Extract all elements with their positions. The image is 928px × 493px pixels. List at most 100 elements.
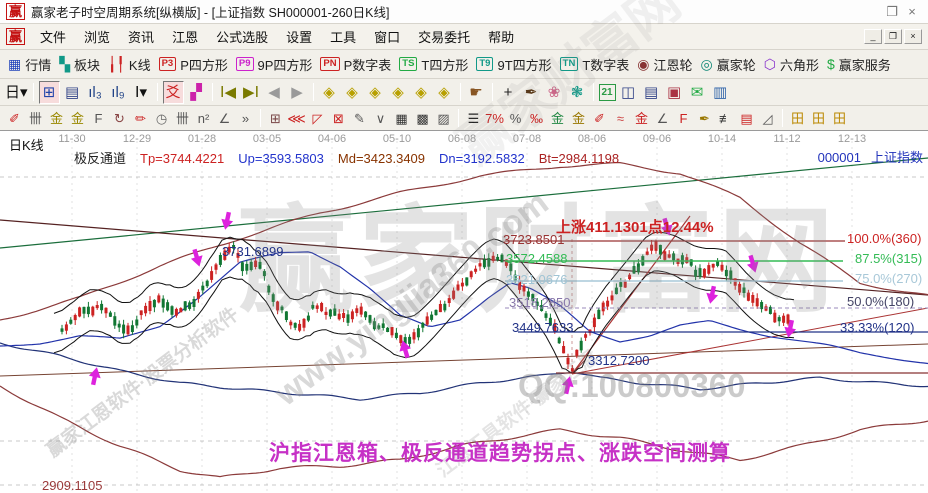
- date-tick: 07-08: [512, 133, 542, 145]
- angle-f-icon[interactable]: F: [679, 110, 688, 126]
- w-lines-icon[interactable]: ◿: [762, 110, 773, 126]
- gold-circle-icon[interactable]: 金: [550, 110, 564, 126]
- angle-ruler-icon[interactable]: ∠: [218, 110, 231, 126]
- minimize-button[interactable]: _: [864, 29, 882, 44]
- grid-yellow2-icon[interactable]: 田: [811, 110, 825, 126]
- grid-comb-icon[interactable]: 卌: [28, 110, 42, 126]
- notebook-icon[interactable]: ▤: [643, 83, 659, 101]
- calendar-21-icon[interactable]: 21: [598, 84, 616, 101]
- p-number-button[interactable]: PN P数字表: [320, 55, 391, 74]
- fan-lines-icon[interactable]: ⋘: [287, 110, 306, 126]
- list-black-icon[interactable]: ☰: [467, 110, 480, 126]
- t-square-button[interactable]: TS T四方形: [399, 55, 468, 74]
- quote-note-icon[interactable]: ▤: [64, 83, 80, 101]
- dark-grid-icon[interactable]: ▦: [395, 110, 408, 126]
- calculator-icon[interactable]: ◫: [620, 83, 636, 101]
- dark-grid2-icon[interactable]: ▩: [416, 110, 429, 126]
- brain-tool-icon[interactable]: ❃: [570, 83, 584, 101]
- menu-item[interactable]: 交易委托: [418, 30, 471, 45]
- menu-item[interactable]: 帮助: [488, 30, 515, 45]
- bars-9-icon[interactable]: ıl₉: [111, 83, 125, 101]
- quotes-button[interactable]: ▦ 行情: [8, 55, 51, 74]
- piano-keys-icon[interactable]: »: [241, 110, 250, 126]
- close-button[interactable]: ×: [904, 29, 922, 44]
- t-number-button[interactable]: TN T数字表: [559, 55, 629, 74]
- p9-square-button[interactable]: P9 9P四方形: [235, 55, 312, 74]
- prev-page-icon[interactable]: ◀: [268, 83, 280, 101]
- p-square-button[interactable]: P3 P四方形: [158, 55, 228, 74]
- menu-item[interactable]: 文件: [40, 30, 67, 45]
- hexagon-button[interactable]: ⬡ 六角形: [764, 55, 819, 74]
- brush-red-icon[interactable]: ✐: [9, 110, 20, 126]
- speed-lines-icon[interactable]: ≢: [719, 110, 732, 126]
- crosshair-icon[interactable]: +: [503, 83, 513, 101]
- menu-item[interactable]: 浏览: [84, 30, 111, 45]
- percent-7-icon[interactable]: 7%: [485, 110, 504, 126]
- hatch-icon[interactable]: ▨: [437, 110, 450, 126]
- spiral-icon[interactable]: ↻: [114, 110, 125, 126]
- sectors-button[interactable]: ▚ 板块: [59, 55, 100, 74]
- box-fan-icon[interactable]: ◸: [312, 110, 323, 126]
- percent-lines-icon[interactable]: ‰: [530, 110, 543, 126]
- brush3-icon[interactable]: ✐: [594, 110, 605, 126]
- grid-f-icon[interactable]: F: [94, 110, 103, 126]
- gold-box-icon[interactable]: 金: [634, 110, 648, 126]
- angle-j-icon[interactable]: ∠: [656, 110, 669, 126]
- t9-square-button[interactable]: T9 9T四方形: [476, 55, 552, 74]
- gold-pen-icon[interactable]: ✒: [699, 110, 710, 126]
- menu-item[interactable]: 设置: [286, 30, 313, 45]
- menu-item[interactable]: 工具: [330, 30, 357, 45]
- restore-button[interactable]: ❐: [884, 29, 902, 44]
- diamond-x-icon[interactable]: ◈: [392, 83, 404, 101]
- period-day-icon[interactable]: 日▾: [5, 83, 28, 101]
- hand-tool-icon[interactable]: ☛: [469, 83, 483, 101]
- v-lines-icon[interactable]: ∨: [375, 110, 386, 126]
- menu-item[interactable]: 窗口: [374, 30, 401, 45]
- gann-wheel-button[interactable]: ◉ 江恩轮: [637, 55, 692, 74]
- period-tab[interactable]: 日K线: [9, 138, 44, 153]
- red-box-lines-icon[interactable]: ▤: [740, 110, 753, 126]
- flower-tool-icon[interactable]: ❀: [547, 83, 561, 101]
- menu-item[interactable]: 江恩: [172, 30, 199, 45]
- kline-button[interactable]: ╽╿ K线: [108, 55, 151, 74]
- gold-lines-icon[interactable]: 金: [571, 110, 585, 126]
- menu-item[interactable]: 资讯: [128, 30, 155, 45]
- mail-globe-icon[interactable]: ✉: [690, 83, 704, 101]
- arcs-icon[interactable]: ≈: [616, 110, 625, 126]
- chart-grid-icon[interactable]: ⊞: [38, 80, 60, 104]
- candle-type-icon[interactable]: Ⅰ▾: [135, 83, 147, 101]
- grid-yellow3-icon[interactable]: 田: [832, 110, 846, 126]
- grid-yellow-icon[interactable]: 田: [790, 110, 804, 126]
- diamond-move-icon[interactable]: ◈: [438, 83, 450, 101]
- chart-canvas[interactable]: [0, 131, 928, 493]
- menu-item[interactable]: 公式选股: [216, 30, 269, 45]
- winner-service-button[interactable]: $ 赢家服务: [827, 55, 891, 74]
- comb2-icon[interactable]: 卌: [175, 110, 189, 126]
- save-icon[interactable]: ▣: [666, 83, 682, 101]
- pencil-lines-icon[interactable]: ✎: [354, 110, 365, 126]
- diamond-left-icon[interactable]: ◈: [323, 83, 335, 101]
- color-chart-icon[interactable]: ▞: [190, 83, 202, 101]
- printer-icon[interactable]: ▥: [712, 83, 728, 101]
- close-icon[interactable]: ×: [908, 4, 916, 19]
- diamond-right-icon[interactable]: ◈: [346, 83, 358, 101]
- first-page-icon[interactable]: Ⅰ◀: [220, 83, 237, 101]
- restore-icon[interactable]: ❐: [886, 3, 898, 19]
- weave-tool-icon[interactable]: 爻: [162, 80, 184, 104]
- legend-field: Bt=2984.1198: [538, 151, 620, 166]
- clock-cycle-icon[interactable]: ◷: [155, 110, 168, 126]
- next-page-icon[interactable]: ▶: [291, 83, 303, 101]
- winner-wheel-button[interactable]: ◎ 赢家轮: [701, 55, 756, 74]
- percent-icon[interactable]: %: [509, 110, 522, 126]
- n-square-icon[interactable]: n²: [197, 110, 210, 126]
- box-x-icon[interactable]: ⊠: [333, 110, 344, 126]
- last-page-icon[interactable]: ▶Ⅰ: [243, 83, 260, 101]
- bars-3-icon[interactable]: ıl₃: [88, 83, 102, 101]
- gann-grid-gold2-icon[interactable]: 金: [70, 110, 84, 126]
- diamond-h-icon[interactable]: ◈: [369, 83, 381, 101]
- gann-grid-gold-icon[interactable]: 金: [49, 110, 63, 126]
- key-tool-icon[interactable]: ✒: [524, 83, 538, 101]
- diamond-all-icon[interactable]: ◈: [415, 83, 427, 101]
- brush2-icon[interactable]: ✏: [135, 110, 146, 126]
- box-plus-icon[interactable]: ⊞: [270, 110, 281, 126]
